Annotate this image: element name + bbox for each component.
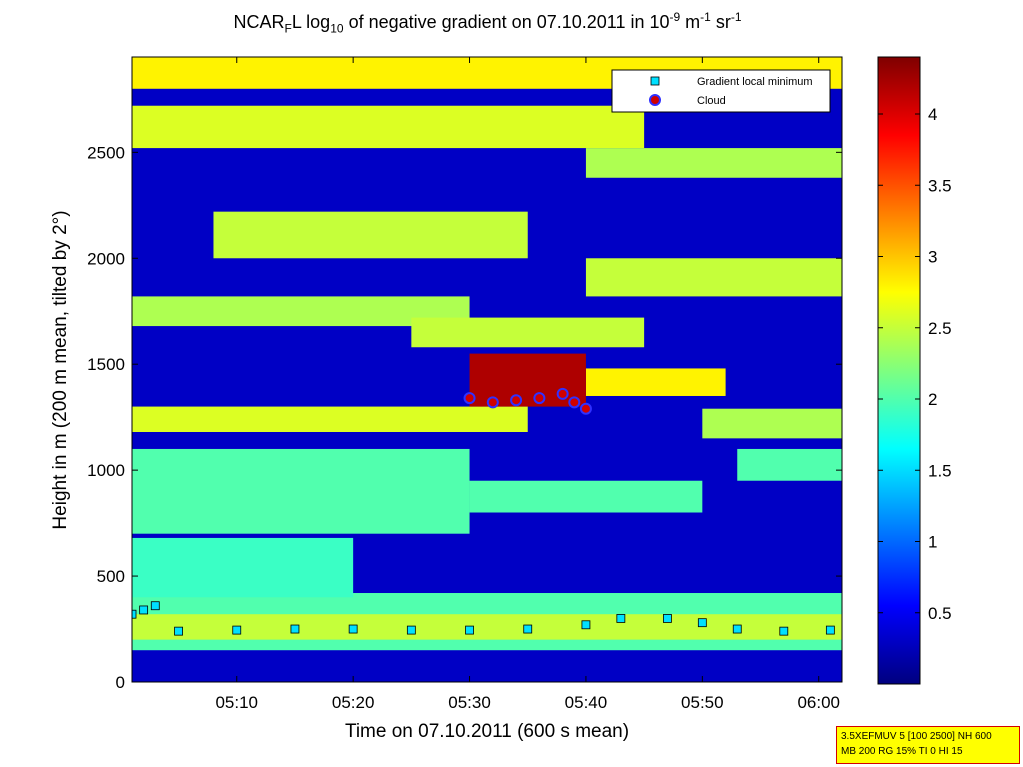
y-tick-label-3: 1500 (87, 355, 125, 374)
y-tick-label-4: 2000 (87, 249, 125, 268)
colorbar-tick-label-2: 1.5 (928, 461, 952, 480)
series-0-point-16 (825, 625, 835, 635)
series-0-point-11 (616, 614, 626, 623)
series-0-point-8 (465, 625, 474, 635)
plot-frame (131, 56, 843, 683)
heatmap-layer-12 (585, 368, 726, 396)
series-0-point-9 (523, 624, 533, 634)
heatmap-layer-4 (132, 406, 528, 432)
colorbar-tick-label-1: 1 (928, 533, 937, 552)
heatmap-layer-9 (585, 148, 842, 178)
heatmap-layer-13 (702, 408, 842, 439)
info-line-1: 3.5XEFMUV 5 [100 2500] NH 600 (841, 731, 992, 742)
colorbar-ticks: 0.5 1 1.5 2 2.5 3 3.5 4 (878, 105, 952, 623)
y-axis-label: Height in m (200 m mean, tilted by 2°) (50, 210, 71, 529)
series-0-point-10 (581, 620, 591, 630)
legend-box (611, 69, 831, 113)
series-0-point-12 (663, 614, 672, 623)
legend-gradient-label: Gradient local minimum (697, 76, 813, 88)
heatmap-layer-14 (469, 480, 703, 513)
chart-title: NCARFL log10 of negative gradient on 07.… (233, 10, 742, 36)
legend-cloud-marker (649, 94, 661, 106)
heatmap-layer-2 (132, 537, 354, 598)
y-tick-label-2: 1000 (87, 461, 125, 480)
series-0-point-2 (150, 601, 160, 611)
y-tick-label-5: 2500 (87, 143, 125, 162)
series-0-point-3 (174, 626, 183, 636)
x-tick-label-1: 05:20 (332, 693, 375, 712)
heatmap-layer-11 (585, 258, 842, 297)
info-box: 3.5XEFMUV 5 [100 2500] NH 600 MB 200 RG … (836, 726, 1020, 764)
series-0-point-0 (132, 609, 137, 619)
colorbar-tick-label-7: 4 (928, 105, 937, 124)
colorbar-tick-label-0: 0.5 (928, 604, 952, 623)
series-1-point-1 (486, 396, 499, 409)
y-axis: 0 500 1000 1500 2000 2500 (87, 143, 842, 692)
heatmap-layer-16 (737, 448, 842, 481)
info-line-2: MB 200 RG 15% TI 0 HI 15 (841, 746, 963, 757)
series-0-point-14 (732, 624, 742, 634)
heatmap-layer-7 (132, 105, 645, 149)
x-tick-label-3: 05:40 (565, 693, 608, 712)
series-0-point-13 (697, 618, 707, 628)
heatmap-layer-10 (411, 317, 645, 348)
series-0-point-1 (139, 605, 149, 615)
series-1-point-4 (556, 387, 569, 400)
x-tick-label-4: 05:50 (681, 693, 724, 712)
x-tick-label-5: 06:00 (797, 693, 840, 712)
colorbar-tick-label-4: 2.5 (928, 319, 952, 338)
x-axis: 05:10 05:20 05:30 05:40 05:50 06:00 (215, 57, 840, 712)
y-tick-label-0: 0 (116, 673, 125, 692)
heatmap-area (132, 57, 842, 682)
colorbar-tick-label-5: 3 (928, 248, 937, 267)
colorbar-tick-label-3: 2 (928, 390, 937, 409)
x-tick-label-0: 05:10 (215, 693, 258, 712)
series-0-point-6 (348, 624, 358, 634)
heatmap-layer-1 (132, 614, 842, 640)
colorbar (877, 56, 921, 685)
heatmap-layer-3 (132, 448, 470, 534)
series-1-point-5 (568, 396, 581, 409)
series-0-point-15 (779, 626, 789, 636)
series-1-point-2 (510, 394, 523, 407)
legend: Gradient local minimum Cloud (611, 69, 831, 113)
colorbar-tick-label-6: 3.5 (928, 176, 952, 195)
series-1-point-6 (579, 402, 592, 415)
series-1-point-3 (533, 392, 546, 405)
y-tick-label-1: 500 (97, 567, 125, 586)
heatmap-layer-6 (213, 211, 528, 259)
series-1-point-0 (463, 392, 476, 405)
legend-square-marker (650, 76, 660, 86)
heatmap-layer-15 (469, 353, 586, 407)
x-axis-label: Time on 07.10.2011 (600 s mean) (345, 721, 629, 742)
series-0-point-5 (290, 624, 300, 634)
x-tick-label-2: 05:30 (448, 693, 491, 712)
series-0-point-7 (406, 625, 416, 635)
series-0-point-4 (232, 625, 242, 635)
legend-cloud-label: Cloud (697, 95, 726, 107)
